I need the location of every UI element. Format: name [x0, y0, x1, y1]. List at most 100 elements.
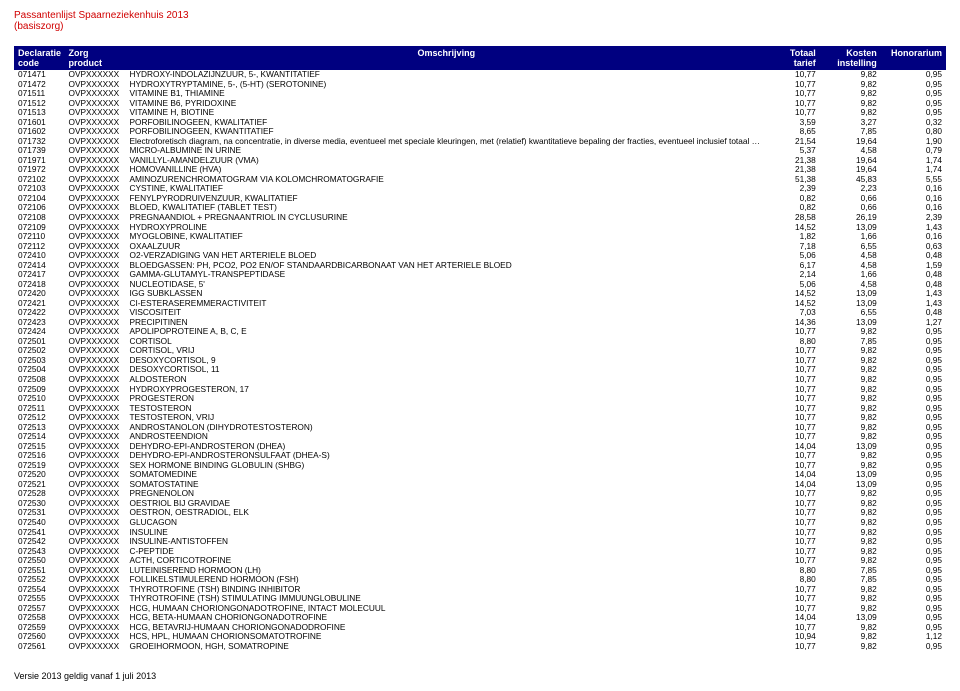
cell-kosten: 13,09 — [820, 470, 881, 480]
cell-kosten: 9,82 — [820, 547, 881, 557]
table-row: 072510OVPXXXXXXPROGESTERON10,779,820,95 — [14, 394, 946, 404]
cell-desc: AMINOZURENCHROMATOGRAM VIA KOLOMCHROMATO… — [125, 175, 767, 185]
cell-hon: 0,95 — [881, 385, 946, 395]
cell-kosten: 26,19 — [820, 213, 881, 223]
cell-prod: OVPXXXXXX — [64, 327, 125, 337]
cell-prod: OVPXXXXXX — [64, 232, 125, 242]
cell-code: 072104 — [14, 194, 64, 204]
cell-kosten: 13,09 — [820, 289, 881, 299]
cell-kosten: 7,85 — [820, 575, 881, 585]
col-kosten: Kosten instelling — [820, 46, 881, 70]
table-row: 072511OVPXXXXXXTESTOSTERON10,779,820,95 — [14, 404, 946, 414]
table-row: 072558OVPXXXXXXHCG, BETA-HUMAAN CHORIONG… — [14, 613, 946, 623]
cell-hon: 0,95 — [881, 451, 946, 461]
cell-hon: 1,59 — [881, 261, 946, 271]
cell-hon: 1,74 — [881, 165, 946, 175]
cell-desc: CYSTINE, KWALITATIEF — [125, 184, 767, 194]
cell-prod: OVPXXXXXX — [64, 423, 125, 433]
table-row: 072417OVPXXXXXXGAMMA-GLUTAMYL-TRANSPEPTI… — [14, 270, 946, 280]
cell-total: 21,38 — [767, 156, 820, 166]
cell-prod: OVPXXXXXX — [64, 632, 125, 642]
cell-total: 7,03 — [767, 308, 820, 318]
cell-hon: 0,95 — [881, 394, 946, 404]
table-row: 072550OVPXXXXXXACTH, CORTICOTROFINE10,77… — [14, 556, 946, 566]
cell-code: 072417 — [14, 270, 64, 280]
cell-total: 10,77 — [767, 99, 820, 109]
cell-prod: OVPXXXXXX — [64, 308, 125, 318]
cell-code: 072550 — [14, 556, 64, 566]
cell-hon: 0,95 — [881, 623, 946, 633]
cell-prod: OVPXXXXXX — [64, 337, 125, 347]
cell-total: 14,04 — [767, 613, 820, 623]
cell-total: 10,77 — [767, 461, 820, 471]
cell-code: 072515 — [14, 442, 64, 452]
cell-prod: OVPXXXXXX — [64, 127, 125, 137]
cell-kosten: 13,09 — [820, 223, 881, 233]
cell-desc: HCG, BETA-HUMAAN CHORIONGONADOTROFINE — [125, 613, 767, 623]
cell-desc: FENYLPYRODRUIVENZUUR, KWALITATIEF — [125, 194, 767, 204]
cell-desc: HCG, BETAVRIJ-HUMAAN CHORIONGONADODROFIN… — [125, 623, 767, 633]
cell-hon: 0,95 — [881, 442, 946, 452]
cell-hon: 0,95 — [881, 423, 946, 433]
cell-hon: 0,95 — [881, 404, 946, 414]
cell-code: 072512 — [14, 413, 64, 423]
cell-desc: NUCLEOTIDASE, 5' — [125, 280, 767, 290]
cell-kosten: 9,82 — [820, 413, 881, 423]
cell-kosten: 9,82 — [820, 604, 881, 614]
cell-hon: 0,95 — [881, 518, 946, 528]
cell-total: 10,77 — [767, 508, 820, 518]
cell-kosten: 9,82 — [820, 375, 881, 385]
cell-hon: 0,95 — [881, 432, 946, 442]
cell-total: 10,77 — [767, 413, 820, 423]
cell-code: 072508 — [14, 375, 64, 385]
table-row: 071471OVPXXXXXXHYDROXY-INDOLAZIJNZUUR, 5… — [14, 70, 946, 80]
cell-code: 072501 — [14, 337, 64, 347]
cell-prod: OVPXXXXXX — [64, 365, 125, 375]
cell-total: 1,82 — [767, 232, 820, 242]
cell-hon: 0,95 — [881, 108, 946, 118]
table-row: 072552OVPXXXXXXFOLLIKELSTIMULEREND HORMO… — [14, 575, 946, 585]
cell-kosten: 7,85 — [820, 127, 881, 137]
cell-desc: MYOGLOBINE, KWALITATIEF — [125, 232, 767, 242]
cell-prod: OVPXXXXXX — [64, 404, 125, 414]
cell-total: 14,04 — [767, 480, 820, 490]
cell-code: 072109 — [14, 223, 64, 233]
cell-desc: DEHYDRO-EPI-ANDROSTERON (DHEA) — [125, 442, 767, 452]
cell-desc: C-PEPTIDE — [125, 547, 767, 557]
cell-desc: CORTISOL — [125, 337, 767, 347]
cell-kosten: 9,82 — [820, 499, 881, 509]
cell-total: 10,77 — [767, 423, 820, 433]
cell-code: 072560 — [14, 632, 64, 642]
table-row: 072109OVPXXXXXXHYDROXYPROLINE14,5213,091… — [14, 223, 946, 233]
cell-desc: TESTOSTERON, VRIJ — [125, 413, 767, 423]
cell-total: 10,77 — [767, 375, 820, 385]
cell-prod: OVPXXXXXX — [64, 575, 125, 585]
cell-desc: HCS, HPL, HUMAAN CHORIONSOMATOTROFINE — [125, 632, 767, 642]
col-desc-l1: Omschrijving — [418, 48, 476, 58]
cell-hon: 0,95 — [881, 594, 946, 604]
cell-desc: HOMOVANILLINE (HVA) — [125, 165, 767, 175]
cell-hon: 5,55 — [881, 175, 946, 185]
cell-total: 21,54 — [767, 137, 820, 147]
cell-hon: 0,16 — [881, 184, 946, 194]
cell-prod: OVPXXXXXX — [64, 470, 125, 480]
table-row: 072530OVPXXXXXXOESTRIOL BIJ GRAVIDAE10,7… — [14, 499, 946, 509]
cell-desc: VANILLYL-AMANDELZUUR (VMA) — [125, 156, 767, 166]
cell-hon: 0,95 — [881, 489, 946, 499]
cell-hon: 0,95 — [881, 566, 946, 576]
cell-total: 10,77 — [767, 432, 820, 442]
cell-desc: THYROTROFINE (TSH) STIMULATING IMMUUNGLO… — [125, 594, 767, 604]
cell-desc: Electroforetisch diagram, na concentrati… — [125, 137, 767, 147]
cell-prod: OVPXXXXXX — [64, 223, 125, 233]
cell-total: 10,77 — [767, 108, 820, 118]
col-code-l1: Declaratie — [18, 48, 61, 58]
table-row: 072551OVPXXXXXXLUTEINISEREND HORMOON (LH… — [14, 566, 946, 576]
cell-code: 072551 — [14, 566, 64, 576]
table-row: 072420OVPXXXXXXIGG SUBKLASSEN14,5213,091… — [14, 289, 946, 299]
cell-kosten: 7,85 — [820, 337, 881, 347]
cell-desc: THYROTROFINE (TSH) BINDING INHIBITOR — [125, 585, 767, 595]
cell-desc: HYDROXY-INDOLAZIJNZUUR, 5-, KWANTITATIEF — [125, 70, 767, 80]
cell-code: 071601 — [14, 118, 64, 128]
table-row: 072519OVPXXXXXXSEX HORMONE BINDING GLOBU… — [14, 461, 946, 471]
cell-total: 14,04 — [767, 470, 820, 480]
